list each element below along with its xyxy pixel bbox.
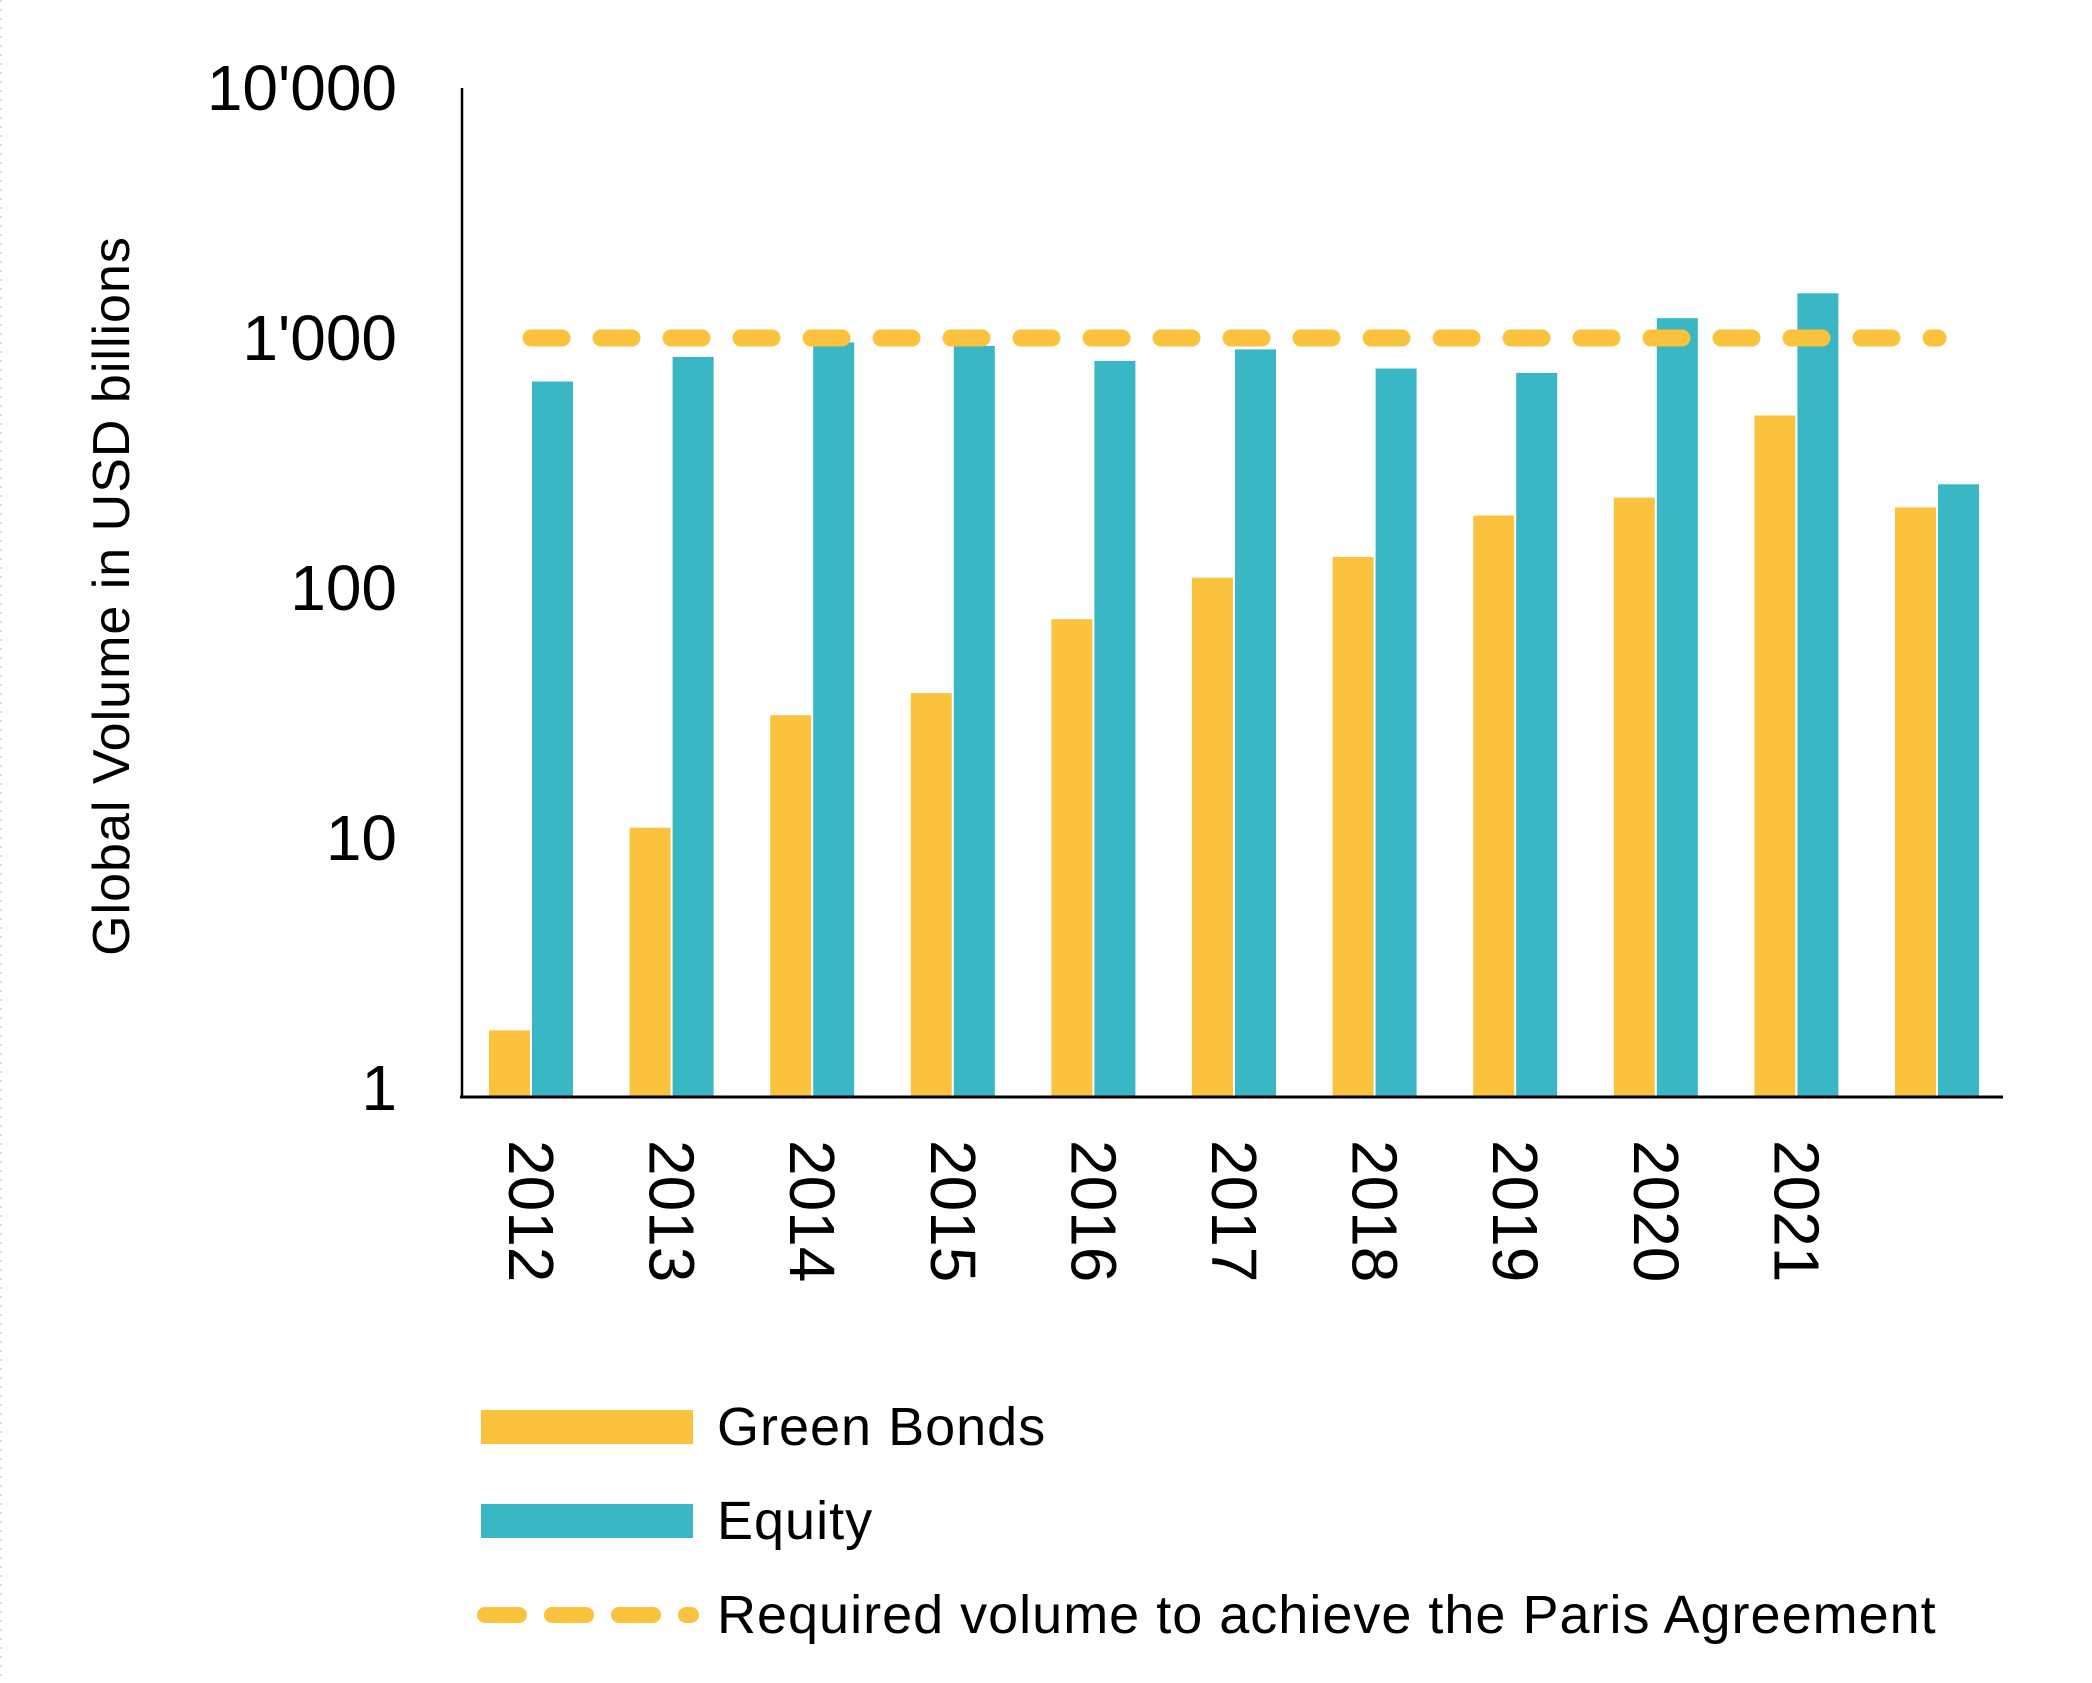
y-tick-1: 1 — [361, 1052, 397, 1124]
page-edge-dotted-line — [0, 0, 2, 1683]
bar-green-bonds-2013 — [629, 827, 671, 1097]
legend-item-green-bonds: Green Bonds — [481, 1397, 1047, 1457]
x-tick-2018: 2018 — [1339, 1140, 1411, 1282]
legend-label-equity: Equity — [717, 1491, 874, 1551]
bar-green-bonds-2016 — [1051, 619, 1093, 1097]
bar-green-bonds-2017 — [1192, 577, 1233, 1097]
bar-green-bonds-2020 — [1613, 497, 1655, 1098]
x-tick-2015: 2015 — [917, 1140, 989, 1282]
bar-equity-2019 — [1516, 372, 1558, 1097]
legend-label-green-bonds: Green Bonds — [717, 1397, 1047, 1457]
legend-item-equity: Equity — [481, 1491, 874, 1551]
x-tick-2013: 2013 — [636, 1140, 708, 1282]
y-tick-1'000: 1'000 — [242, 302, 397, 374]
bar-equity-2016 — [1094, 360, 1136, 1097]
bar-equity-2020 — [1656, 318, 1698, 1097]
x-tick-2021: 2021 — [1760, 1140, 1832, 1282]
bar-green-bonds-2021 — [1754, 415, 1796, 1097]
bar-green-bonds-2012 — [489, 1030, 530, 1097]
bar-equity-2017 — [1235, 349, 1276, 1097]
legend-label-required-volume: Required volume to achieve the Paris Agr… — [717, 1585, 1937, 1645]
bar-green-bonds-2015 — [910, 693, 952, 1097]
bar-equity-2021 — [1797, 293, 1839, 1097]
bar-equity-2014 — [813, 342, 855, 1097]
y-tick-10: 10 — [326, 802, 397, 874]
bar-equity-unlabeled — [1938, 484, 1979, 1097]
bar-equity-2013 — [672, 356, 714, 1097]
green-bonds-swatch — [481, 1410, 693, 1444]
legend-item-required-volume: Required volume to achieve the Paris Agr… — [473, 1585, 1937, 1645]
x-tick-2014: 2014 — [776, 1140, 848, 1282]
x-tick-2020: 2020 — [1620, 1140, 1692, 1282]
equity-swatch — [481, 1504, 693, 1538]
dashed-line-swatch — [477, 1607, 699, 1623]
bar-equity-2018 — [1375, 368, 1417, 1097]
x-tick-2016: 2016 — [1057, 1140, 1129, 1282]
bar-equity-2012 — [532, 381, 573, 1097]
bar-green-bonds-2019 — [1473, 515, 1515, 1097]
x-tick-2019: 2019 — [1479, 1140, 1551, 1282]
y-tick-10'000: 10'000 — [207, 52, 397, 124]
x-tick-2012: 2012 — [495, 1140, 567, 1282]
y-tick-100: 100 — [290, 552, 397, 624]
bar-equity-2015 — [953, 345, 995, 1097]
x-tick-2017: 2017 — [1198, 1140, 1270, 1282]
bar-green-bonds-unlabeled — [1895, 507, 1936, 1097]
bar-green-bonds-2014 — [770, 715, 812, 1097]
bar-green-bonds-2018 — [1332, 557, 1374, 1097]
